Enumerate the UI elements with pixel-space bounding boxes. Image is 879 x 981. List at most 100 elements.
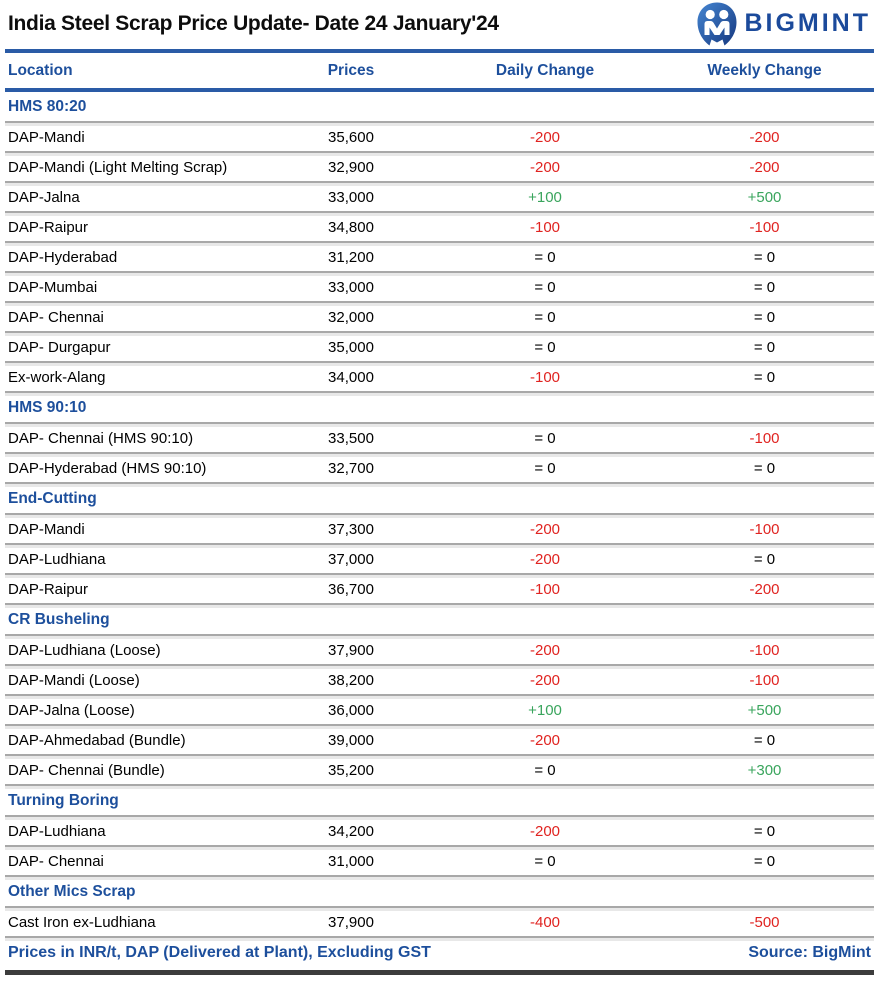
daily-change-cell: -200 bbox=[529, 641, 561, 659]
daily-change-cell: -200 bbox=[529, 128, 561, 146]
location-cell: DAP-Mumbai bbox=[8, 278, 98, 296]
page-header: India Steel Scrap Price Update- Date 24 … bbox=[5, 0, 874, 53]
footer-note: Prices in INR/t, DAP (Delivered at Plant… bbox=[8, 943, 431, 961]
location-cell: DAP-Raipur bbox=[8, 218, 89, 236]
table-row: DAP-Mandi (Light Melting Scrap) 32,900 -20… bbox=[5, 153, 874, 183]
price-cell: 34,200 bbox=[328, 822, 374, 840]
weekly-change-cell: = 0 bbox=[753, 459, 776, 477]
daily-change-cell: = 0 bbox=[534, 459, 556, 477]
weekly-change-cell: -100 bbox=[749, 520, 780, 538]
daily-change-cell: = 0 bbox=[534, 338, 556, 356]
price-table-body: HMS 80:20 DAP-Mandi 35,600 -200 -200 DAP-Mand… bbox=[5, 92, 874, 938]
weekly-change-cell: +500 bbox=[747, 701, 782, 719]
daily-change-cell: -200 bbox=[529, 671, 561, 689]
table-row: DAP- Chennai 32,000 = 0 = 0 bbox=[5, 303, 874, 333]
daily-change-cell: = 0 bbox=[534, 248, 556, 266]
table-row: DAP-Jalna (Loose) 36,000 +100 +500 bbox=[5, 696, 874, 726]
table-row: DAP-Raipur 36,700 -100 -200 bbox=[5, 575, 874, 605]
column-header-prices: Prices bbox=[327, 61, 375, 79]
weekly-change-cell: -100 bbox=[749, 641, 780, 659]
weekly-change-cell: = 0 bbox=[753, 248, 776, 266]
weekly-change-cell: = 0 bbox=[753, 822, 776, 840]
price-cell: 37,900 bbox=[328, 913, 374, 931]
daily-change-cell: = 0 bbox=[534, 429, 556, 447]
weekly-change-cell: = 0 bbox=[753, 338, 776, 356]
daily-change-cell: -200 bbox=[529, 822, 561, 840]
location-cell: Ex-work-Alang bbox=[8, 368, 106, 386]
column-header-daily-change: Daily Change bbox=[495, 61, 595, 79]
weekly-change-cell: -100 bbox=[749, 218, 780, 236]
daily-change-cell: = 0 bbox=[534, 278, 556, 296]
location-cell: DAP- Durgapur bbox=[8, 338, 111, 356]
table-row: DAP-Mumbai 33,000 = 0 = 0 bbox=[5, 273, 874, 303]
daily-change-cell: = 0 bbox=[534, 308, 556, 326]
daily-change-cell: +100 bbox=[528, 188, 562, 206]
location-cell: DAP-Mandi (Light Melting Scrap) bbox=[8, 158, 228, 176]
daily-change-cell: -100 bbox=[529, 368, 561, 386]
location-cell: DAP-Mandi bbox=[8, 128, 85, 146]
location-cell: DAP-Ludhiana (Loose) bbox=[8, 641, 161, 659]
weekly-change-cell: = 0 bbox=[753, 368, 776, 386]
location-cell: DAP-Ludhiana bbox=[8, 822, 106, 840]
daily-change-cell: -100 bbox=[529, 580, 561, 598]
location-cell: DAP- Chennai (Bundle) bbox=[8, 761, 165, 779]
table-row: DAP- Chennai 31,000 = 0 = 0 bbox=[5, 847, 874, 877]
column-header-location: Location bbox=[8, 61, 73, 79]
daily-change-cell: -200 bbox=[529, 550, 561, 568]
location-cell: DAP- Chennai bbox=[8, 852, 104, 870]
price-cell: 35,200 bbox=[328, 761, 374, 779]
location-cell: DAP-Hyderabad bbox=[8, 248, 118, 266]
price-cell: 37,300 bbox=[328, 520, 374, 538]
table-row: DAP-Hyderabad (HMS 90:10) 32,700 = 0 = 0 bbox=[5, 454, 874, 484]
price-cell: 34,000 bbox=[328, 368, 374, 386]
bigmint-logo: BIGMINT bbox=[697, 2, 871, 46]
page-footer: Prices in INR/t, DAP (Delivered at Plant… bbox=[5, 938, 874, 975]
table-row: DAP-Ludhiana 34,200 -200 = 0 bbox=[5, 817, 874, 847]
table-row: DAP-Mandi 35,600 -200 -200 bbox=[5, 123, 874, 153]
price-cell: 38,200 bbox=[328, 671, 374, 689]
section-header: End-Cutting bbox=[5, 484, 874, 515]
price-cell: 31,000 bbox=[328, 852, 374, 870]
price-cell: 35,600 bbox=[328, 128, 374, 146]
daily-change-cell: = 0 bbox=[534, 852, 556, 870]
daily-change-cell: -200 bbox=[529, 520, 561, 538]
location-cell: DAP-Jalna (Loose) bbox=[8, 701, 135, 719]
location-cell: DAP- Chennai bbox=[8, 308, 104, 326]
location-cell: Cast Iron ex-Ludhiana bbox=[8, 913, 156, 931]
table-row: DAP-Raipur 34,800 -100 -100 bbox=[5, 213, 874, 243]
table-row: Ex-work-Alang 34,000 -100 = 0 bbox=[5, 363, 874, 393]
price-cell: 33,000 bbox=[328, 188, 374, 206]
column-header-weekly-change: Weekly Change bbox=[707, 61, 822, 79]
bigmint-logo-icon bbox=[697, 2, 737, 46]
daily-change-cell: +100 bbox=[528, 701, 562, 719]
price-cell: 37,000 bbox=[328, 550, 374, 568]
location-cell: DAP-Jalna bbox=[8, 188, 80, 206]
weekly-change-cell: = 0 bbox=[753, 852, 776, 870]
location-cell: DAP-Mandi (Loose) bbox=[8, 671, 140, 689]
weekly-change-cell: = 0 bbox=[753, 731, 776, 749]
weekly-change-cell: -200 bbox=[749, 580, 780, 598]
section-header: Turning Boring bbox=[5, 786, 874, 817]
table-row: DAP-Hyderabad 31,200 = 0 = 0 bbox=[5, 243, 874, 273]
bigmint-wordmark: BIGMINT bbox=[744, 9, 871, 37]
page-title: India Steel Scrap Price Update- Date 24 … bbox=[8, 11, 499, 35]
weekly-change-cell: -500 bbox=[749, 913, 780, 931]
table-row: DAP-Mandi (Loose) 38,200 -200 -100 bbox=[5, 666, 874, 696]
price-cell: 36,000 bbox=[328, 701, 374, 719]
daily-change-cell: -200 bbox=[529, 158, 561, 176]
location-cell: DAP-Mandi bbox=[8, 520, 85, 538]
weekly-change-cell: -100 bbox=[749, 429, 780, 447]
table-row: DAP- Durgapur 35,000 = 0 = 0 bbox=[5, 333, 874, 363]
section-header: Other Mics Scrap bbox=[5, 877, 874, 908]
weekly-change-cell: +300 bbox=[747, 761, 782, 779]
table-row: DAP-Ludhiana (Loose) 37,900 -200 -100 bbox=[5, 636, 874, 666]
table-row: DAP- Chennai (HMS 90:10) 33,500 = 0 -100 bbox=[5, 424, 874, 454]
weekly-change-cell: = 0 bbox=[753, 550, 776, 568]
table-row: Cast Iron ex-Ludhiana 37,900 -400 -500 bbox=[5, 908, 874, 938]
price-cell: 32,000 bbox=[328, 308, 374, 326]
table-row: DAP-Mandi 37,300 -200 -100 bbox=[5, 515, 874, 545]
price-cell: 35,000 bbox=[328, 338, 374, 356]
daily-change-cell: -200 bbox=[529, 731, 561, 749]
table-row: DAP-Ahmedabad (Bundle) 39,000 -200 = 0 bbox=[5, 726, 874, 756]
